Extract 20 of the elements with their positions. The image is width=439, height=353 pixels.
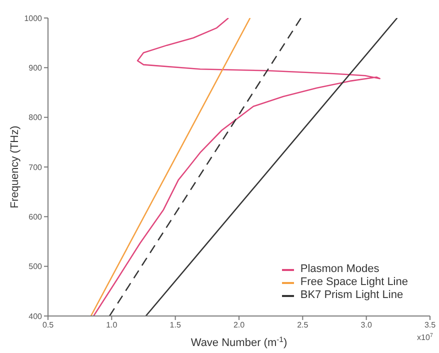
x-tick-label: 2.0 (233, 320, 246, 330)
y-tick-label: 900 (28, 64, 43, 73)
y-tick-label: 1000 (24, 14, 43, 23)
y-axis-title: Frequency (THz) (9, 126, 21, 208)
y-tick-label: 600 (28, 212, 43, 222)
x-axis-title: Wave Number (m$^{-1}$) (190, 334, 288, 349)
legend-label: Plasmon Modes (300, 263, 380, 276)
x-tick-label: 1.0 (106, 320, 118, 330)
text: x10$^{7}$ (417, 333, 434, 342)
legend-label: BK7 Prism Light Line (300, 289, 404, 302)
y-tick-label: 800 (28, 113, 43, 122)
y-tick-label: 700 (28, 162, 43, 172)
x-tick-label: 2.5 (297, 320, 309, 330)
x-tick-label: 3.5 (424, 320, 436, 330)
x-tick-label: 0.5 (42, 320, 54, 330)
y-tick-label: 500 (28, 262, 43, 272)
y-tick-label: 400 (28, 312, 43, 321)
legend-label: Free Space Light Line (300, 276, 408, 289)
x-tick-label: 1.5 (170, 320, 182, 330)
x-tick-label: 3.0 (360, 320, 372, 330)
